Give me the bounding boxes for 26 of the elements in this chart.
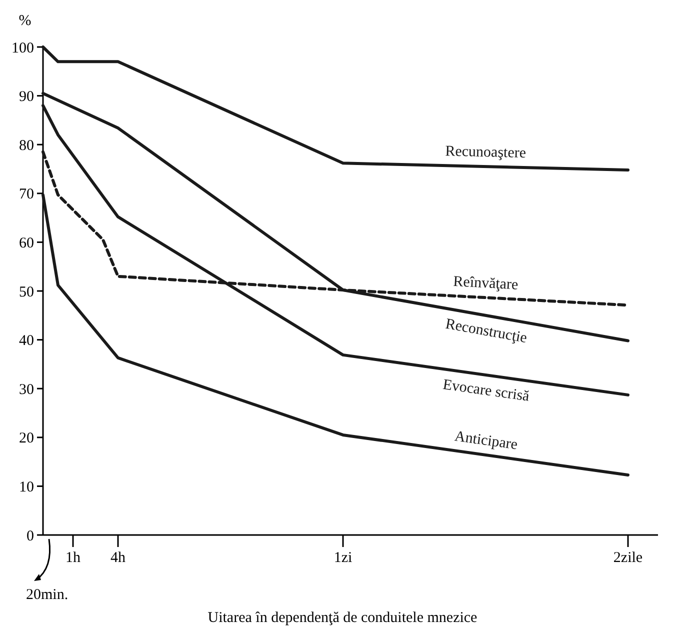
y-axis-title: % xyxy=(18,13,32,29)
x-tick-label: 1h xyxy=(66,550,81,566)
y-tick-label: 40 xyxy=(19,333,34,350)
y-tick-label: 90 xyxy=(19,89,34,106)
y-tick-label: 70 xyxy=(19,186,34,203)
text: 20min. xyxy=(26,587,68,603)
x-tick-label: 1zi xyxy=(334,550,352,566)
y-tick-label: 20 xyxy=(19,430,34,447)
y-tick-label: 80 xyxy=(19,138,34,154)
y-tick-label: 0 xyxy=(26,528,34,544)
line-series xyxy=(42,193,630,476)
y-tick-label: 30 xyxy=(19,382,34,398)
series-label: Recunoaştere xyxy=(445,144,527,162)
x-tick-label: 4h xyxy=(110,550,126,566)
text: Anticipare xyxy=(454,428,519,454)
text: Reconstrucţie xyxy=(444,316,529,347)
y-tick-label: 100 xyxy=(12,40,34,56)
text: Evocare scrisă xyxy=(442,377,531,405)
line-series xyxy=(42,92,630,342)
x-tick-label: 2zile xyxy=(613,550,643,566)
y-tick-label: 50 xyxy=(19,284,34,300)
line-series xyxy=(42,46,630,172)
text: Uitarea în dependenţă de conduitele mnezice xyxy=(208,610,478,626)
series-label: Reînvăţare xyxy=(452,274,519,294)
y-tick-label: 60 xyxy=(19,235,34,252)
y-tick-label: 10 xyxy=(19,479,34,496)
